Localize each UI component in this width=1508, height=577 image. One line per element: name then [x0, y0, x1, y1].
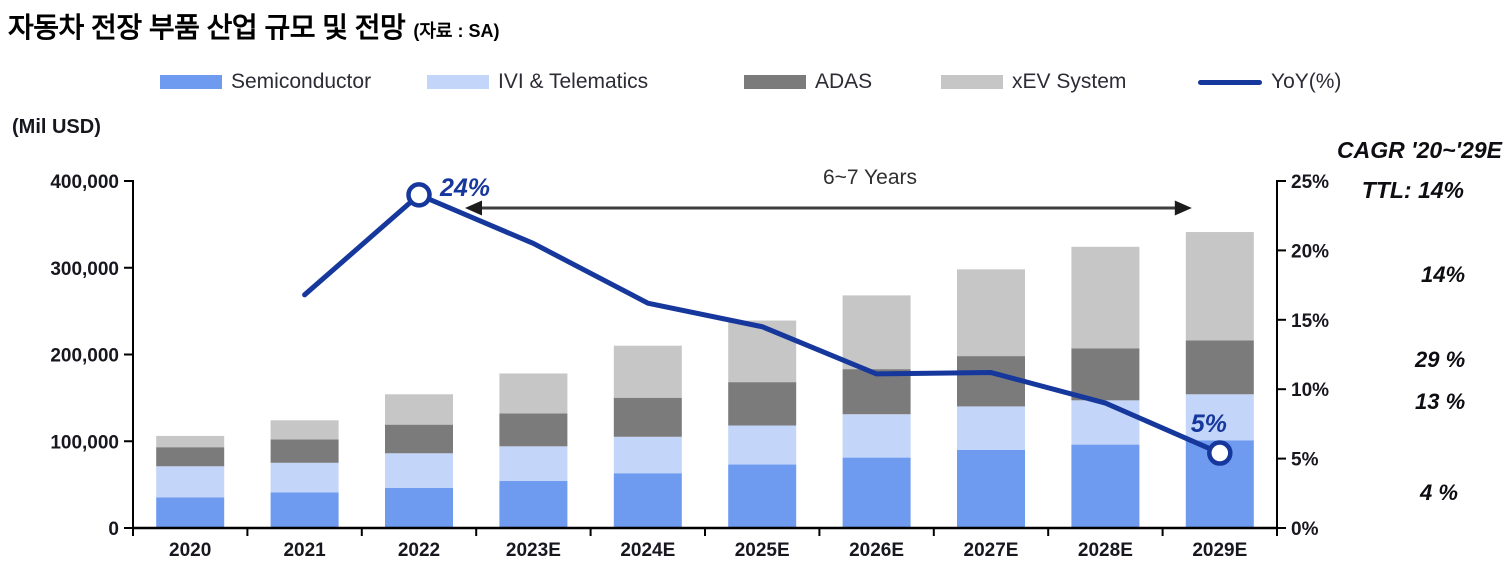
bar-2027e-semiconductor — [957, 449, 1025, 527]
bar-2024e-ivi-telematics — [613, 436, 682, 474]
yoy-point-label-2029e: 5% — [1191, 410, 1227, 438]
bar-2026e-adas — [842, 369, 911, 415]
yoy-point-label-2022: 24% — [439, 174, 490, 202]
legend-swatch-xev-icon — [941, 75, 1003, 89]
legend-label: ADAS — [815, 70, 873, 93]
yoy-line — [302, 192, 1223, 456]
cagr-value-adas: 29 % — [1415, 347, 1466, 372]
bar-2025e-semiconductor — [728, 464, 797, 527]
x-axis-label-2024e: 2024E — [620, 540, 675, 561]
left-axis-tick-label: 100,000 — [50, 432, 119, 453]
span-arrow-head-left-icon — [465, 200, 482, 216]
legend-label: YoY(%) — [1271, 70, 1342, 93]
bar-2020-xev-system — [156, 435, 225, 448]
legend-swatch-semiconductor-icon — [160, 75, 222, 89]
bar-2027e-ivi-telematics — [957, 406, 1025, 450]
chart-title-source: (자료 : SA) — [413, 21, 500, 41]
left-axis-tick-label: 200,000 — [50, 346, 119, 367]
legend-label: IVI & Telematics — [498, 70, 649, 93]
right-axis-tick-label: 0% — [1291, 519, 1319, 540]
bar-2027e-xev-system — [957, 269, 1025, 357]
bar-2023e-ivi-telematics — [499, 446, 568, 482]
cagr-value-ivi: 13 % — [1415, 389, 1466, 414]
bar-2022-ivi-telematics — [385, 453, 453, 488]
cagr-value-xev: 14% — [1421, 262, 1466, 287]
left-axis-tick-label: 400,000 — [50, 172, 119, 193]
cagr-heading: CAGR '20~'29E — [1337, 137, 1502, 163]
legend-label: xEV System — [1012, 70, 1127, 93]
legend-item-ivi-telematics: IVI & Telematics — [427, 70, 648, 94]
bar-2021-xev-system — [270, 420, 339, 440]
bar-2029e-adas — [1185, 340, 1254, 395]
bar-2029e-ivi-telematics — [1185, 394, 1254, 441]
left-axis-tick-label: 300,000 — [50, 259, 119, 280]
left-axis-tick-label: 0 — [108, 519, 119, 540]
cagr-value-semiconductor: 4 % — [1420, 480, 1458, 505]
yoy-marker-2022 — [406, 182, 432, 208]
bar-2024e-adas — [613, 397, 682, 437]
span-arrow-label: 6~7 Years — [822, 166, 917, 189]
bar-2025e-ivi-telematics — [728, 425, 797, 465]
legend-label: Semiconductor — [231, 70, 372, 93]
bar-2022-adas — [385, 424, 453, 454]
bar-2024e-semiconductor — [613, 473, 682, 527]
x-axis-label-2028e: 2028E — [1078, 540, 1133, 561]
bar-2028e-ivi-telematics — [1071, 400, 1140, 445]
bar-2020-ivi-telematics — [156, 466, 225, 498]
x-axis-label-2020: 2020 — [169, 540, 211, 561]
bar-2022-semiconductor — [385, 487, 453, 527]
left-axis-unit: (Mil USD) — [12, 116, 101, 138]
cagr-total: TTL: 14% — [1361, 177, 1464, 203]
bar-2026e-xev-system — [842, 295, 911, 370]
span-arrow-head-right-icon — [1174, 200, 1192, 216]
x-axis-label-2023e: 2023E — [506, 540, 561, 561]
bar-2024e-xev-system — [613, 345, 682, 398]
x-axis-label-2025e: 2025E — [735, 540, 790, 561]
bar-2022-xev-system — [385, 394, 453, 425]
chart-title-text: 자동차 전장 부품 산업 규모 및 전망 — [8, 12, 406, 43]
right-axis-tick-label: 10% — [1291, 380, 1329, 401]
legend-item-semiconductor: Semiconductor — [160, 70, 371, 94]
bar-2026e-ivi-telematics — [842, 414, 911, 458]
bar-2028e-semiconductor — [1071, 444, 1140, 527]
x-axis-label-2022: 2022 — [398, 540, 440, 561]
page-title: 자동차 전장 부품 산업 규모 및 전망 (자료 : SA) — [8, 6, 499, 46]
bar-2021-ivi-telematics — [270, 462, 339, 493]
right-axis-tick-label: 5% — [1291, 450, 1319, 471]
bar-2028e-xev-system — [1071, 246, 1140, 349]
bar-2026e-semiconductor — [842, 457, 911, 527]
x-axis-label-2026e: 2026E — [849, 540, 904, 561]
x-axis-label-2021: 2021 — [283, 540, 326, 561]
right-axis-tick-label: 25% — [1291, 172, 1329, 193]
legend-swatch-ivi-icon — [427, 75, 489, 89]
right-axis-tick-label: 15% — [1291, 311, 1329, 332]
legend-swatch-adas-icon — [744, 75, 806, 89]
bar-2021-adas — [270, 439, 339, 463]
legend-item-xev-system: xEV System — [941, 70, 1126, 94]
bar-2029e-xev-system — [1185, 232, 1254, 341]
x-axis-label-2029e: 2029E — [1192, 540, 1247, 561]
legend-item-adas: ADAS — [744, 70, 872, 94]
bar-2023e-xev-system — [499, 373, 568, 414]
bar-2025e-adas — [728, 382, 797, 426]
legend-item-yoy: YoY(%) — [1198, 70, 1341, 94]
bar-2020-adas — [156, 447, 225, 467]
yoy-marker-2029e — [1207, 440, 1233, 466]
bar-2028e-adas — [1071, 348, 1140, 401]
x-axis-label-2027e: 2027E — [964, 540, 1019, 561]
bar-2023e-semiconductor — [499, 481, 568, 527]
bar-2021-semiconductor — [270, 492, 339, 527]
right-axis-tick-label: 20% — [1291, 241, 1329, 262]
bar-2020-semiconductor — [156, 497, 225, 527]
bar-2025e-xev-system — [728, 320, 797, 383]
bar-2027e-adas — [957, 356, 1025, 407]
bar-2023e-adas — [499, 413, 568, 447]
legend: Semiconductor IVI & Telematics ADAS xEV … — [0, 70, 1508, 96]
legend-swatch-yoy-line-icon — [1198, 79, 1262, 85]
